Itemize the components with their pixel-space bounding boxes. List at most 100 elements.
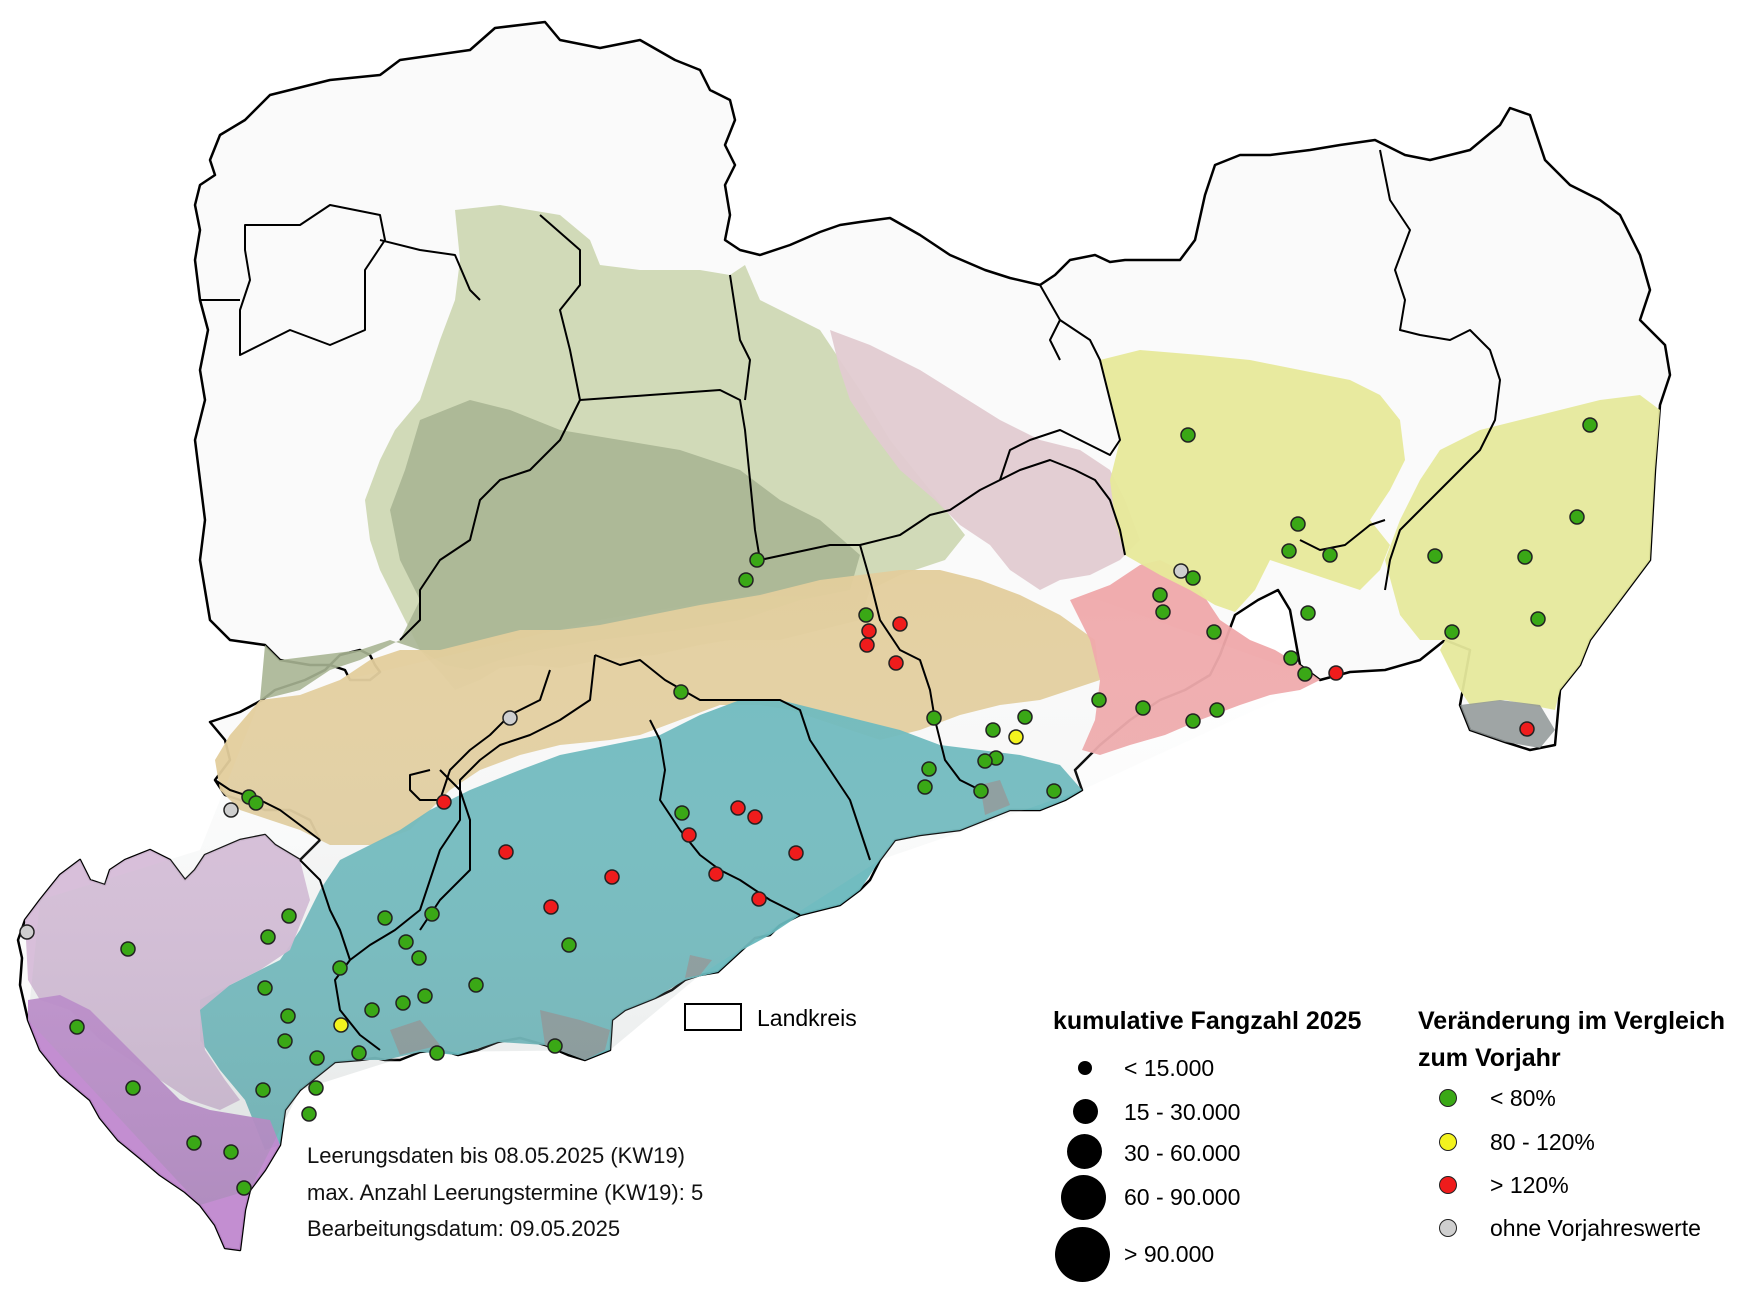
- size-legend-item-1: < 15.000: [1124, 1055, 1215, 1081]
- note-leerungsdaten: Leerungsdaten bis 08.05.2025 (KW19): [307, 1143, 685, 1168]
- trap-marker-green: [1180, 427, 1196, 443]
- trap-marker-green: [1290, 516, 1306, 532]
- size-dot-4: [1061, 1175, 1106, 1220]
- trap-marker-red: [708, 866, 724, 882]
- trap-marker-green: [1091, 692, 1107, 708]
- change-legend-item-2: 80 - 120%: [1490, 1129, 1595, 1155]
- trap-marker-green: [186, 1135, 202, 1151]
- trap-marker-green: [236, 1180, 252, 1196]
- trap-marker-green: [260, 929, 276, 945]
- trap-marker-grey: [223, 802, 239, 818]
- size-legend-item-3: 30 - 60.000: [1124, 1140, 1241, 1166]
- trap-marker-green: [424, 906, 440, 922]
- size-legend-item-4: 60 - 90.000: [1124, 1184, 1241, 1210]
- trap-marker-red: [888, 655, 904, 671]
- trap-marker-green: [1300, 605, 1316, 621]
- trap-marker-green: [1046, 783, 1062, 799]
- trap-marker-green: [301, 1106, 317, 1122]
- trap-marker-red: [892, 616, 908, 632]
- trap-marker-green: [674, 805, 690, 821]
- trap-marker-red: [747, 809, 763, 825]
- trap-marker-green: [429, 1045, 445, 1061]
- landkreis-legend-label: Landkreis: [757, 1005, 857, 1031]
- trap-marker-green: [985, 722, 1001, 738]
- trap-marker-green: [1135, 700, 1151, 716]
- trap-marker-green: [398, 934, 414, 950]
- change-legend-dot-grey: [1439, 1219, 1457, 1237]
- trap-marker-green: [1185, 713, 1201, 729]
- trap-marker-red: [543, 899, 559, 915]
- trap-marker-green: [411, 950, 427, 966]
- trap-marker-green: [377, 910, 393, 926]
- trap-marker-green: [395, 995, 411, 1011]
- trap-marker-green: [248, 795, 264, 811]
- size-legend-title: kumulative Fangzahl 2025: [1053, 1007, 1362, 1035]
- trap-marker-green: [223, 1144, 239, 1160]
- trap-marker-green: [1185, 570, 1201, 586]
- trap-marker-green: [547, 1038, 563, 1054]
- trap-marker-red: [730, 800, 746, 816]
- region-pink: [830, 330, 1140, 590]
- trap-marker-red: [1328, 665, 1344, 681]
- change-legend-dot-yellow: [1439, 1133, 1457, 1151]
- trap-marker-green: [255, 1082, 271, 1098]
- change-legend-item-4: ohne Vorjahreswerte: [1490, 1215, 1701, 1241]
- trap-marker-green: [738, 572, 754, 588]
- trap-marker-red: [861, 623, 877, 639]
- note-bearbeitungsdatum: Bearbeitungsdatum: 09.05.2025: [307, 1216, 621, 1241]
- landkreis-boundaries: [200, 149, 1501, 1051]
- trap-marker-green: [281, 908, 297, 924]
- trap-marker-green: [1206, 624, 1222, 640]
- trap-marker-grey: [1173, 563, 1189, 579]
- trap-marker-red: [604, 869, 620, 885]
- trap-marker-red: [1519, 721, 1535, 737]
- size-legend-item-5: > 90.000: [1124, 1241, 1215, 1267]
- trap-marker-green: [277, 1033, 293, 1049]
- trap-marker-yellow: [333, 1017, 349, 1033]
- trap-marker-green: [69, 1019, 85, 1035]
- region-yellow-west: [1100, 350, 1405, 612]
- trap-marker-green: [1297, 666, 1313, 682]
- change-legend-item-1: < 80%: [1490, 1085, 1556, 1111]
- trap-marker-red: [681, 827, 697, 843]
- trap-marker-green: [921, 761, 937, 777]
- landkreis-legend-swatch: [684, 1003, 742, 1031]
- change-legend-dot-red: [1439, 1176, 1457, 1194]
- trap-marker-grey: [502, 710, 518, 726]
- trap-marker-green: [1281, 543, 1297, 559]
- change-legend-title-1: Veränderung im Vergleich: [1418, 1007, 1726, 1035]
- trap-marker-green: [332, 960, 348, 976]
- change-legend-title-2: zum Vorjahr: [1418, 1044, 1561, 1072]
- trap-marker-green: [1209, 702, 1225, 718]
- trap-marker-red: [788, 845, 804, 861]
- size-legend-item-2: 15 - 30.000: [1124, 1099, 1241, 1125]
- trap-marker-green: [1283, 650, 1299, 666]
- trap-marker-green: [858, 607, 874, 623]
- trap-marker-green: [973, 783, 989, 799]
- trap-marker-red: [859, 637, 875, 653]
- trap-marker-green: [1155, 604, 1171, 620]
- trap-marker-green: [280, 1008, 296, 1024]
- trap-marker-red: [498, 844, 514, 860]
- trap-marker-green: [561, 937, 577, 953]
- trap-marker-green: [1517, 549, 1533, 565]
- trap-marker-green: [351, 1045, 367, 1061]
- trap-marker-green: [1444, 624, 1460, 640]
- trap-marker-green: [1017, 709, 1033, 725]
- size-dot-3: [1067, 1134, 1102, 1169]
- size-dot-5: [1055, 1227, 1110, 1282]
- trap-marker-green: [257, 980, 273, 996]
- trap-marker-green: [1152, 587, 1168, 603]
- trap-marker-green: [468, 977, 484, 993]
- size-dot-1: [1078, 1061, 1092, 1075]
- trap-marker-green: [673, 684, 689, 700]
- trap-marker-green: [1582, 417, 1598, 433]
- trap-marker-green: [749, 552, 765, 568]
- trap-marker-green: [309, 1050, 325, 1066]
- trap-marker-green: [1322, 547, 1338, 563]
- trap-marker-yellow: [1008, 729, 1024, 745]
- note-leerungstermine: max. Anzahl Leerungstermine (KW19): 5: [307, 1180, 704, 1205]
- trap-marker-green: [1530, 611, 1546, 627]
- trap-marker-green: [308, 1080, 324, 1096]
